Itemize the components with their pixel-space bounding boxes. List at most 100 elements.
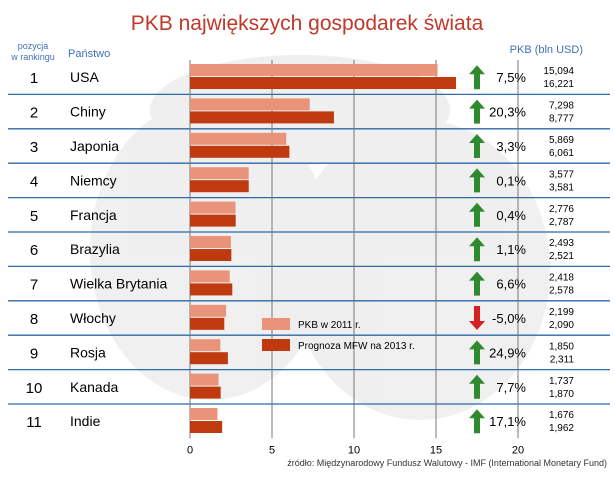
rank-label: 8 [30, 311, 38, 328]
value-2011-label: 2,199 [549, 307, 574, 318]
country-label: Wielka Brytania [70, 276, 167, 292]
country-label: Włochy [70, 310, 116, 326]
arrow-up-icon [469, 99, 485, 124]
value-2011-label: 5,869 [549, 135, 574, 146]
bar-2013 [190, 317, 225, 330]
change-label: 6,6% [496, 277, 526, 292]
legend-label-2013: Prognoza MFW na 2013 r. [298, 341, 415, 352]
country-label: Chiny [70, 104, 106, 120]
value-2013-label: 1,962 [549, 423, 574, 434]
bar-2011 [190, 64, 438, 76]
value-2011-label: 1,850 [549, 341, 574, 352]
change-label: 20,3% [489, 105, 526, 120]
value-2013-label: 2,787 [549, 217, 574, 228]
arrow-up-icon [469, 374, 485, 399]
legend-label-2011: PKB w 2011 r. [298, 320, 361, 331]
x-axis: 0 5 10 15 20 [187, 444, 524, 456]
row-separators [8, 93, 610, 405]
rank-label: 9 [30, 345, 38, 362]
country-label: Kanada [70, 379, 118, 395]
rank-header-line1: pozycja [18, 41, 49, 51]
value-2013-label: 2,521 [549, 251, 574, 262]
country-header: Państwo [68, 48, 110, 60]
rank-label: 7 [30, 277, 38, 294]
bar-2011 [190, 236, 231, 248]
rank-label: 1 [30, 70, 38, 87]
value-2013-label: 2,578 [549, 286, 574, 297]
value-2013-label: 1,870 [549, 389, 574, 400]
arrow-up-icon [469, 271, 485, 296]
change-label: 3,3% [496, 139, 526, 154]
value-header: PKB (bln USD) [510, 44, 583, 56]
rank-label: 5 [30, 208, 38, 225]
arrow-down-icon [469, 306, 485, 330]
arrow-up-icon [469, 202, 485, 227]
bar-2011 [190, 339, 221, 352]
row-labels: 1 USA 7,5% 15,094 16,221 2 Chiny 20,3% 7,298 8,77… [26, 65, 575, 434]
bar-2013 [190, 145, 290, 158]
bar-2013 [190, 111, 334, 124]
background-decoration [90, 55, 550, 420]
arrow-up-icon [469, 65, 485, 90]
value-2013-label: 2,090 [549, 320, 574, 331]
rank-header-line2: w rankingu [10, 52, 55, 62]
bar-2013 [190, 386, 221, 399]
legend-swatch-2013 [262, 339, 290, 351]
change-label: 0,1% [496, 173, 526, 188]
x-tick-label: 0 [187, 444, 193, 456]
change-label: 0,4% [496, 208, 526, 223]
rank-label: 4 [30, 173, 38, 190]
bar-2013 [190, 421, 223, 433]
source-note: źródło: Międzynarodowy Fundusz Walutowy … [287, 458, 607, 468]
bar-2013 [190, 283, 233, 296]
country-label: Francja [70, 207, 117, 223]
bar-2013 [190, 352, 228, 365]
bar-2011 [190, 201, 236, 214]
legend: PKB w 2011 r. Prognoza MFW na 2013 r. [262, 318, 415, 352]
bar-2013 [190, 77, 457, 89]
change-label: -5,0% [492, 311, 526, 326]
rank-label: 11 [26, 414, 42, 431]
value-2011-label: 2,493 [549, 238, 574, 249]
country-label: Rosja [70, 344, 106, 360]
value-2011-label: 3,577 [549, 169, 574, 180]
change-label: 24,9% [489, 345, 526, 360]
bar-2013 [190, 214, 236, 227]
bar-2013 [190, 180, 249, 193]
rank-label: 10 [26, 380, 43, 397]
rank-label: 3 [30, 139, 38, 156]
change-label: 1,1% [496, 242, 526, 257]
change-label: 17,1% [489, 414, 526, 429]
bar-2011 [190, 167, 249, 180]
arrow-up-icon [469, 409, 485, 434]
country-label: USA [70, 69, 99, 85]
value-2013-label: 3,581 [549, 182, 574, 193]
arrow-up-icon [469, 168, 485, 193]
value-2013-label: 8,777 [549, 114, 574, 125]
change-label: 7,7% [496, 380, 526, 395]
country-label: Niemcy [70, 172, 117, 188]
value-2011-label: 1,676 [549, 410, 574, 421]
value-2011-label: 2,418 [549, 273, 574, 284]
value-2011-label: 15,094 [543, 66, 574, 77]
chart-title: PKB największych gospodarek świata [131, 12, 484, 35]
x-tick-label: 15 [430, 444, 442, 456]
country-label: Brazylia [70, 241, 120, 257]
arrow-up-icon [469, 340, 485, 365]
bar-2013 [190, 249, 232, 261]
value-2013-label: 6,061 [549, 148, 574, 159]
bar-2011 [190, 304, 227, 317]
x-tick-label: 10 [348, 444, 360, 456]
value-2011-label: 2,776 [549, 204, 574, 215]
legend-swatch-2011 [262, 318, 290, 330]
x-tick-label: 20 [512, 444, 524, 456]
rank-label: 6 [30, 242, 38, 259]
arrow-up-icon [469, 134, 485, 158]
value-2013-label: 2,311 [550, 354, 575, 365]
country-label: Indie [70, 413, 101, 429]
bar-2011 [190, 408, 218, 420]
country-label: Japonia [70, 138, 119, 154]
value-2013-label: 16,221 [543, 79, 574, 90]
